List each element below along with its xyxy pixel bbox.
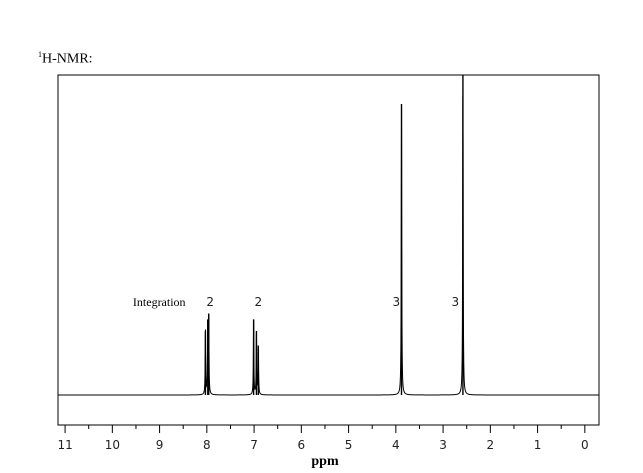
integration-value: 3 (452, 295, 460, 309)
x-tick-label: 10 (105, 438, 120, 452)
title-text: H-NMR: (42, 51, 93, 67)
integration-caption: Integration (133, 295, 186, 309)
x-tick-label: 1 (534, 438, 542, 452)
integration-value: 2 (206, 295, 214, 309)
x-tick-label: 2 (487, 438, 495, 452)
integration-value: 3 (392, 295, 400, 309)
title-superscript: 1 (38, 50, 42, 59)
x-tick-label: 4 (392, 438, 400, 452)
x-tick-label: 5 (345, 438, 353, 452)
integration-labels: Integration 2 2 3 3 (133, 295, 459, 309)
spectrum-trace (58, 74, 599, 396)
integration-value: 2 (255, 295, 263, 309)
x-tick-label: 7 (250, 438, 258, 452)
x-axis-ticks: 11 10 9 8 7 6 5 4 3 2 1 0 (57, 425, 589, 452)
x-tick-label: 3 (439, 438, 447, 452)
x-tick-label: 0 (581, 438, 589, 452)
spectrum-line (58, 95, 599, 396)
spectrum-title: 1H-NMR: (38, 50, 93, 68)
x-tick-label: 8 (203, 438, 211, 452)
plot-frame (57, 74, 600, 426)
x-tick-label: 6 (298, 438, 306, 452)
x-tick-label: 9 (156, 438, 164, 452)
x-axis-label: ppm (311, 454, 339, 469)
x-tick-label: 11 (57, 438, 72, 452)
